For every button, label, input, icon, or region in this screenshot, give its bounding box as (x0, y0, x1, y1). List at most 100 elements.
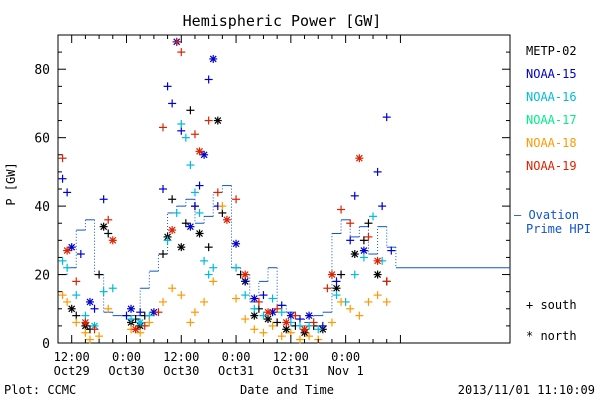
data-point-noaa-16-south (108, 284, 117, 293)
data-point-noaa-19-south (273, 304, 282, 313)
data-point-noaa-18-south (337, 297, 346, 306)
data-point-noaa-19-south (190, 130, 199, 139)
data-point-noaa-19-north (264, 308, 273, 317)
data-point-metp-02-north (99, 222, 108, 231)
data-point-noaa-19-south (72, 277, 81, 286)
data-point-noaa-15-south (332, 277, 341, 286)
data-point-metp-02-south (359, 236, 368, 245)
data-point-noaa-16-south (81, 311, 90, 320)
data-point-noaa-19-north (327, 270, 336, 279)
data-point-noaa-16-south (172, 208, 181, 217)
data-point-noaa-18-south (232, 294, 241, 303)
data-point-noaa-18-south (295, 335, 304, 344)
data-point-noaa-16-south (99, 287, 108, 296)
data-point-noaa-16-south (332, 291, 341, 300)
data-point-noaa-16-south (177, 119, 186, 128)
data-point-noaa-15-south (76, 250, 85, 259)
x-tick-label-date: Nov 1 (328, 364, 364, 378)
data-point-noaa-16-south (163, 236, 172, 245)
data-point-noaa-18-south (259, 328, 268, 337)
data-point-noaa-19-south (337, 205, 346, 214)
data-point-noaa-15-south (195, 181, 204, 190)
data-point-noaa-19-south (90, 325, 99, 334)
plot-credit: Plot: CCMC (4, 383, 76, 397)
data-point-noaa-19-south (204, 116, 213, 125)
data-point-noaa-15-south (159, 185, 168, 193)
data-point-noaa-19-south (159, 123, 168, 132)
data-point-noaa-18-south (250, 325, 259, 334)
data-point-noaa-18-south (190, 308, 199, 317)
data-point-noaa-16-south (250, 304, 259, 313)
data-point-noaa-18-south (136, 328, 145, 337)
y-axis: 0 20 40 60 80 (34, 34, 510, 352)
data-point-noaa-15-south (90, 304, 99, 313)
data-point-noaa-15-south (190, 202, 199, 211)
data-point-noaa-16-south (181, 133, 190, 142)
legend-entry-noaa-18: NOAA-18 (526, 136, 577, 150)
plot-border (57, 34, 511, 344)
data-point-noaa-18-south (305, 332, 314, 341)
y-tick-label: 60 (34, 132, 50, 147)
data-point-noaa-16-south (190, 188, 199, 197)
data-point-noaa-19-south (232, 195, 241, 204)
marker-legend-south: + south (526, 298, 577, 312)
x-tick-label-date: Oct30 (163, 364, 199, 378)
data-point-noaa-16-south (127, 315, 136, 324)
y-tick-label: 40 (34, 200, 50, 215)
data-point-noaa-15-north (186, 222, 195, 231)
data-point-metp-02-north (373, 270, 382, 279)
data-point-noaa-19-north (355, 154, 364, 163)
data-point-metp-02-south (95, 270, 104, 279)
data-point-noaa-18-south (81, 328, 90, 337)
data-point-noaa-16-south (359, 253, 368, 262)
plot-frame (57, 34, 511, 344)
data-point-noaa-19-south (309, 318, 318, 327)
data-point-noaa-15-south (318, 321, 327, 330)
ovation-legend-line1: — Ovation (514, 208, 579, 222)
data-points (58, 37, 396, 344)
legend-entry-noaa-15: NOAA-15 (526, 67, 577, 81)
data-point-noaa-18-south (177, 291, 186, 300)
data-point-noaa-18-south (355, 311, 364, 320)
data-point-metp-02-south (364, 219, 373, 228)
data-point-metp-02-north (282, 325, 291, 334)
data-point-metp-02-south (168, 195, 177, 204)
data-point-noaa-19-north (195, 147, 204, 156)
data-point-noaa-16-south (204, 270, 213, 279)
data-point-noaa-19-north (282, 318, 291, 327)
data-point-noaa-15-south (346, 236, 355, 245)
data-point-noaa-18-south (186, 318, 195, 327)
data-point-metp-02-south (337, 270, 346, 279)
data-point-noaa-16-south (58, 256, 67, 265)
x-axis: 12:00Oct290:00Oct3012:00Oct300:00Oct3112… (54, 35, 401, 378)
data-point-noaa-16-north (136, 318, 145, 327)
x-axis-label: Date and Time (240, 383, 334, 397)
data-point-noaa-18-south (72, 318, 81, 327)
data-point-noaa-16-south (232, 263, 241, 272)
data-point-noaa-18-south (327, 318, 336, 327)
data-point-metp-02-south (218, 208, 227, 217)
data-point-noaa-16-south (268, 294, 277, 303)
data-point-noaa-19-south (382, 277, 391, 286)
data-point-noaa-19-south (323, 284, 332, 293)
data-point-noaa-19-south (254, 297, 263, 306)
data-point-noaa-16-south (145, 311, 154, 320)
data-point-noaa-15-north (209, 54, 218, 63)
data-point-metp-02-north (195, 229, 204, 238)
data-point-noaa-18-south (277, 332, 286, 341)
data-point-noaa-19-south (177, 48, 186, 57)
data-point-noaa-18-south (168, 284, 177, 293)
data-point-noaa-19-south (291, 311, 300, 320)
data-point-noaa-18-south (85, 335, 94, 344)
data-point-noaa-19-south (154, 308, 163, 317)
legend-entry-noaa-17: NOAA-17 (526, 113, 577, 127)
data-point-noaa-15-south (378, 202, 387, 211)
data-point-metp-02-south (72, 311, 81, 320)
data-point-noaa-19-north (168, 226, 177, 235)
data-point-noaa-19-north (222, 215, 231, 224)
data-point-noaa-19-south (346, 219, 355, 228)
y-tick-label: 80 (34, 63, 50, 78)
data-point-noaa-16-south (209, 263, 218, 272)
x-tick-label-date: Oct29 (54, 364, 90, 378)
data-point-metp-02-south (159, 250, 168, 259)
